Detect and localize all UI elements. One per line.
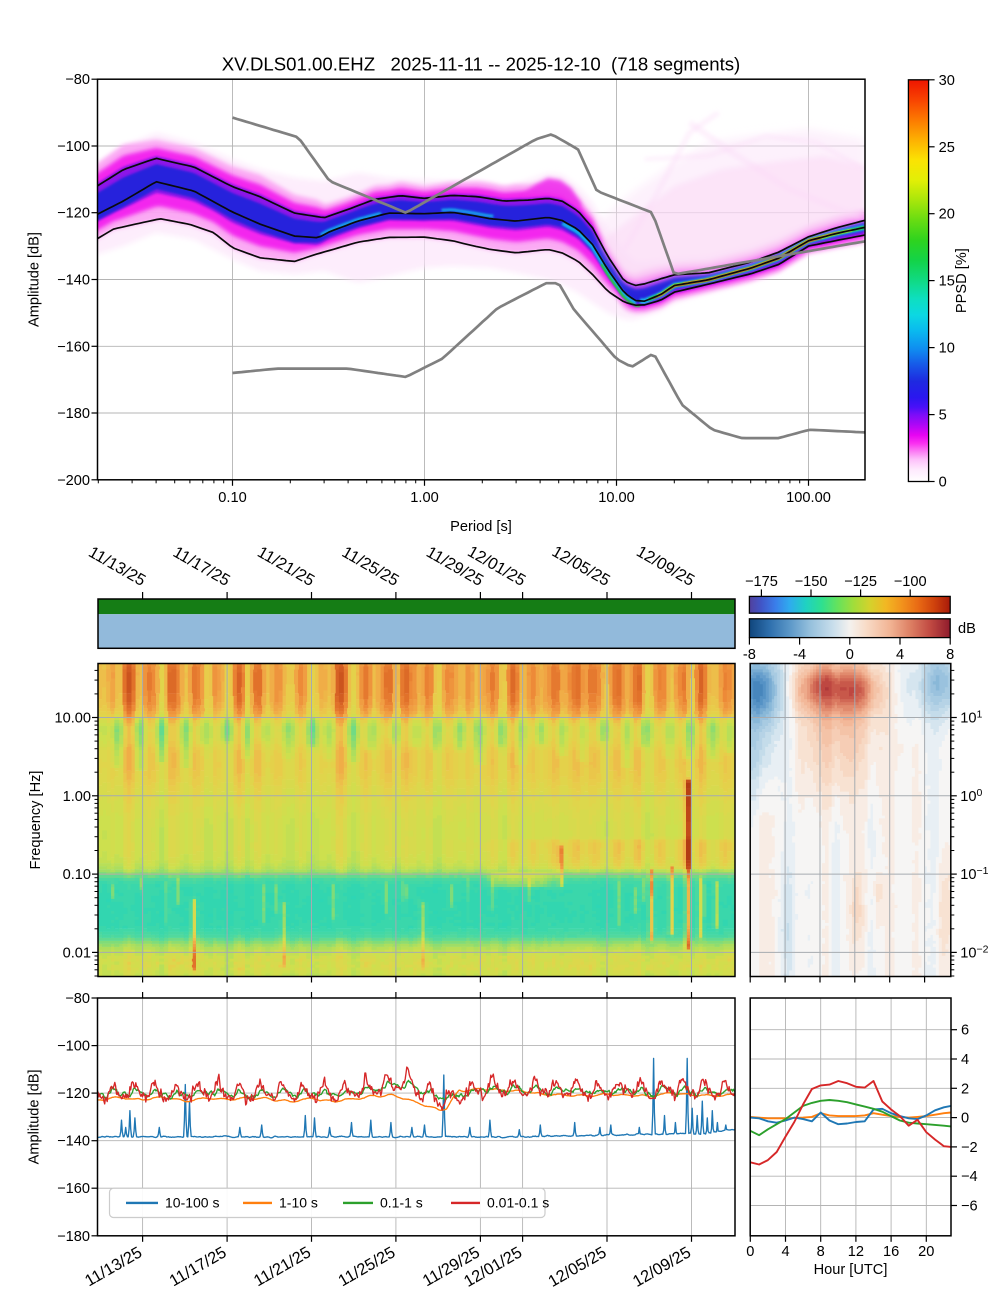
svg-text:−6: −6	[961, 1199, 978, 1215]
svg-text:1-10 s: 1-10 s	[279, 1195, 318, 1211]
svg-text:−160: −160	[57, 1181, 90, 1197]
svg-text:Frequency [Hz]: Frequency [Hz]	[28, 771, 44, 870]
svg-text:0: 0	[746, 1244, 754, 1260]
svg-text:16: 16	[883, 1244, 899, 1260]
svg-text:0.01-0.1 s: 0.01-0.1 s	[487, 1195, 549, 1211]
svg-text:PPSD [%]: PPSD [%]	[954, 248, 970, 313]
svg-text:5: 5	[939, 408, 947, 424]
svg-text:0.10: 0.10	[63, 867, 91, 883]
svg-text:−175: −175	[745, 574, 778, 590]
svg-text:−100: −100	[57, 1039, 90, 1055]
svg-text:20: 20	[939, 207, 955, 223]
svg-text:Period [s]: Period [s]	[450, 519, 512, 535]
svg-text:−140: −140	[57, 1134, 90, 1150]
svg-text:dB: dB	[958, 621, 976, 637]
svg-text:10-100 s: 10-100 s	[165, 1195, 219, 1211]
svg-text:-4: -4	[793, 647, 806, 663]
svg-text:100.00: 100.00	[786, 490, 831, 506]
svg-text:−100: −100	[894, 574, 927, 590]
svg-text:10.00: 10.00	[54, 711, 91, 727]
svg-text:12: 12	[848, 1244, 864, 1260]
svg-text:8: 8	[946, 647, 954, 663]
svg-text:20: 20	[918, 1244, 934, 1260]
svg-text:-8: -8	[743, 647, 756, 663]
svg-text:8: 8	[817, 1244, 825, 1260]
svg-text:25: 25	[939, 140, 955, 156]
svg-text:0: 0	[961, 1111, 969, 1127]
svg-text:−125: −125	[844, 574, 877, 590]
svg-text:−140: −140	[57, 273, 90, 289]
svg-text:4: 4	[961, 1052, 969, 1068]
svg-text:Hour [UTC]: Hour [UTC]	[814, 1262, 888, 1278]
svg-text:4: 4	[896, 647, 904, 663]
svg-text:10.00: 10.00	[598, 490, 635, 506]
svg-text:0.01: 0.01	[63, 945, 91, 961]
svg-text:−120: −120	[57, 206, 90, 222]
svg-text:Amplitude [dB]: Amplitude [dB]	[27, 232, 43, 327]
svg-text:−120: −120	[57, 1086, 90, 1102]
svg-text:6: 6	[961, 1023, 969, 1039]
svg-text:−150: −150	[795, 574, 828, 590]
svg-text:−2: −2	[961, 1140, 978, 1156]
svg-text:1.00: 1.00	[410, 490, 438, 506]
svg-text:0.10: 0.10	[218, 490, 246, 506]
svg-text:2: 2	[961, 1081, 969, 1097]
svg-text:15: 15	[939, 274, 955, 290]
svg-text:0.1-1 s: 0.1-1 s	[380, 1195, 423, 1211]
svg-text:10: 10	[939, 341, 955, 357]
svg-text:30: 30	[939, 73, 955, 89]
svg-text:1.00: 1.00	[63, 789, 91, 805]
svg-text:4: 4	[781, 1244, 789, 1260]
svg-text:0: 0	[846, 647, 854, 663]
svg-text:0: 0	[939, 475, 947, 491]
svg-text:−80: −80	[65, 72, 90, 88]
svg-text:−160: −160	[57, 339, 90, 355]
svg-text:−4: −4	[961, 1169, 978, 1185]
svg-text:−180: −180	[57, 1229, 90, 1245]
svg-text:XV.DLS01.00.EHZ 2025-11-11 -: XV.DLS01.00.EHZ 2025-11-11 -- 2025-12-10…	[222, 54, 741, 75]
svg-text:−80: −80	[65, 991, 90, 1007]
svg-text:−200: −200	[57, 473, 90, 489]
svg-text:−180: −180	[57, 406, 90, 422]
svg-text:Amplitude [dB]: Amplitude [dB]	[27, 1069, 43, 1164]
svg-text:−100: −100	[57, 139, 90, 155]
